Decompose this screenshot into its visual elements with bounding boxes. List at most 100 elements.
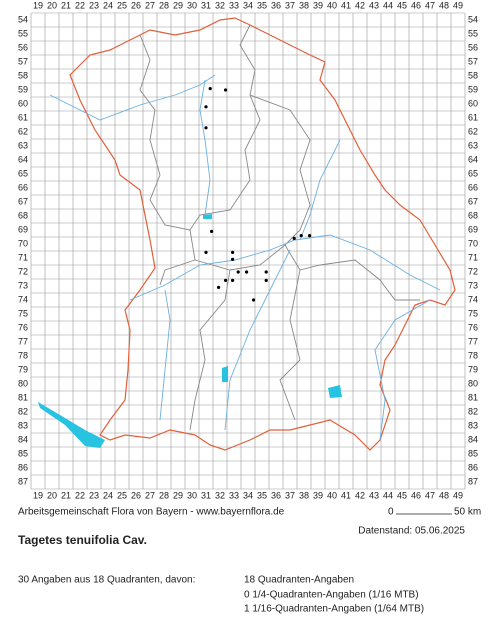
occurrence-dot: [236, 270, 240, 274]
column-label: 47: [425, 0, 435, 10]
row-label: 70: [468, 238, 478, 248]
column-label: 42: [355, 0, 365, 10]
scale-start: 0: [388, 507, 394, 518]
row-label: 57: [468, 56, 478, 66]
column-label: 21: [61, 0, 71, 10]
column-label: 29: [173, 490, 183, 500]
row-label: 68: [468, 210, 478, 220]
occurrence-dot: [204, 126, 208, 130]
column-label: 45: [397, 0, 407, 10]
row-label: 73: [18, 280, 28, 290]
column-label: 29: [173, 0, 183, 10]
row-label: 56: [18, 42, 28, 52]
row-label: 54: [18, 14, 28, 24]
column-label: 20: [47, 490, 57, 500]
row-label: 56: [468, 42, 478, 52]
column-label: 44: [383, 0, 393, 10]
occurrence-dot: [264, 278, 268, 282]
row-label: 75: [18, 308, 28, 318]
occurrence-dot: [299, 234, 303, 238]
occurrence-dot: [204, 105, 208, 109]
column-label: 48: [439, 0, 449, 10]
column-label: 40: [327, 0, 337, 10]
column-label: 38: [299, 490, 309, 500]
occurrence-dot: [217, 285, 221, 289]
row-label: 85: [468, 448, 478, 458]
row-label: 86: [18, 462, 28, 472]
row-label: 79: [468, 364, 478, 374]
column-label: 48: [439, 490, 449, 500]
scale-end: 50 km: [454, 507, 481, 518]
row-label: 63: [468, 140, 478, 150]
row-label: 70: [18, 238, 28, 248]
row-label: 75: [468, 308, 478, 318]
row-label: 63: [18, 140, 28, 150]
row-label: 65: [18, 168, 28, 178]
date: Datenstand: 05.06.2025: [358, 526, 465, 537]
row-label: 80: [468, 378, 478, 388]
row-label: 72: [18, 266, 28, 276]
row-label: 80: [18, 378, 28, 388]
row-label: 85: [18, 448, 28, 458]
lakes: [38, 214, 342, 448]
row-label: 62: [468, 126, 478, 136]
column-label: 22: [75, 0, 85, 10]
row-label: 60: [18, 98, 28, 108]
occurrence-dot: [245, 270, 249, 274]
row-label: 61: [18, 112, 28, 122]
column-label: 19: [33, 490, 43, 500]
column-label: 30: [187, 0, 197, 10]
district-borders: [139, 24, 420, 431]
column-label: 24: [103, 490, 113, 500]
summary-line: 0 1/4-Quadranten-Angaben (1/16 MTB): [244, 590, 419, 601]
row-label: 60: [468, 98, 478, 108]
column-label: 23: [89, 490, 99, 500]
occurrence-dot: [231, 278, 235, 282]
occurrence-dot: [210, 229, 214, 233]
column-label: 20: [47, 0, 57, 10]
column-label: 32: [215, 490, 225, 500]
row-label: 58: [18, 70, 28, 80]
occurrences: [204, 87, 312, 302]
column-label: 23: [89, 0, 99, 10]
row-label: 87: [18, 476, 28, 486]
column-label: 31: [201, 490, 211, 500]
row-label: 82: [18, 406, 28, 416]
row-label: 83: [468, 420, 478, 430]
column-label: 19: [33, 0, 43, 10]
occurrence-dot: [252, 298, 256, 302]
row-label: 78: [18, 350, 28, 360]
column-label: 46: [411, 490, 421, 500]
row-label: 54: [468, 14, 478, 24]
column-label: 33: [229, 490, 239, 500]
row-label: 69: [18, 224, 28, 234]
row-label: 59: [18, 84, 28, 94]
row-label: 77: [468, 336, 478, 346]
row-label: 64: [468, 154, 478, 164]
column-label: 22: [75, 490, 85, 500]
occurrence-dot: [224, 88, 228, 92]
column-label: 24: [103, 0, 113, 10]
row-label: 78: [468, 350, 478, 360]
row-label: 79: [18, 364, 28, 374]
row-label: 65: [468, 168, 478, 178]
row-label: 68: [18, 210, 28, 220]
row-label: 84: [18, 434, 28, 444]
row-label: 81: [468, 392, 478, 402]
summary-line: 1 1/16-Quadranten-Angaben (1/64 MTB): [244, 604, 424, 615]
occurrence-dot: [231, 257, 235, 261]
column-label: 30: [187, 490, 197, 500]
row-label: 55: [18, 28, 28, 38]
column-label: 28: [159, 490, 169, 500]
column-label: 49: [453, 490, 463, 500]
column-label: 26: [131, 0, 141, 10]
column-label: 25: [117, 0, 127, 10]
row-label: 76: [468, 322, 478, 332]
row-label: 87: [468, 476, 478, 486]
column-label: 46: [411, 0, 421, 10]
column-label: 39: [313, 490, 323, 500]
column-label: 27: [145, 490, 155, 500]
row-label: 66: [468, 182, 478, 192]
row-label: 67: [18, 196, 28, 206]
